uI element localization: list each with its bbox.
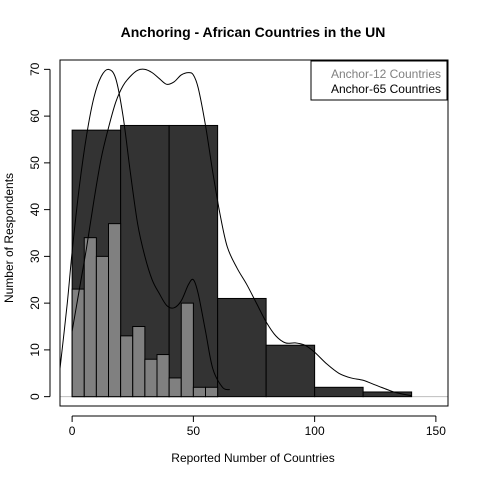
bar-anchor-65-5 (314, 386, 364, 398)
legend-box (310, 60, 448, 101)
y-tick-label-20: 20 (28, 296, 42, 310)
y-tick-label-60: 60 (28, 109, 42, 123)
bar-anchor-65-3 (217, 297, 267, 398)
plot-frame (59, 59, 449, 407)
bar-anchor-12-2 (95, 255, 109, 398)
legend-label-anchor-12: Anchor-12 Countries (331, 67, 441, 81)
x-axis-label: Reported Number of Countries (171, 451, 334, 465)
chart-title: Anchoring - African Countries in the UN (121, 24, 386, 40)
y-tick-label-50: 50 (28, 156, 42, 170)
legend: Anchor-12 Countries Anchor-65 Countries (310, 60, 448, 101)
y-tick-label-40: 40 (28, 203, 42, 217)
bar-anchor-12-9 (180, 302, 194, 398)
bar-anchor-12-1 (83, 237, 97, 398)
bar-anchor-12-3 (108, 223, 122, 398)
x-tick-label-0: 0 (69, 424, 76, 438)
bar-anchor-12-10 (192, 386, 206, 398)
x-axis: 0 50 100 150 (69, 415, 446, 438)
bar-anchor-65-6 (362, 391, 413, 398)
y-tick-label-30: 30 (28, 249, 42, 263)
y-axis-label: Number of Respondents (2, 173, 16, 303)
y-tick-label-10: 10 (28, 343, 42, 357)
plot-area (59, 68, 448, 398)
bar-anchor-12-11 (205, 386, 219, 398)
bar-anchor-65-4 (265, 344, 316, 398)
density-curve-anchor-12 (59, 68, 230, 391)
bar-anchor-12-4 (120, 335, 134, 398)
y-axis: 0 10 20 30 40 50 60 70 (28, 62, 51, 400)
bar-anchor-12-6 (144, 358, 158, 398)
x-tick-label-150: 150 (426, 424, 446, 438)
bar-anchor-12-0 (71, 288, 85, 398)
bar-anchor-12-5 (132, 326, 146, 398)
y-tick-label-0: 0 (28, 393, 42, 400)
x-tick-label-50: 50 (187, 424, 201, 438)
x-tick-label-100: 100 (305, 424, 325, 438)
bar-anchor-12-7 (156, 354, 170, 398)
bar-anchor-12-8 (168, 377, 182, 398)
legend-label-anchor-65: Anchor-65 Countries (331, 82, 441, 96)
y-tick-label-70: 70 (28, 62, 42, 76)
